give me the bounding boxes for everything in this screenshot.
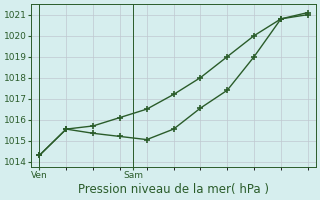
X-axis label: Pression niveau de la mer( hPa ): Pression niveau de la mer( hPa ): [78, 183, 269, 196]
